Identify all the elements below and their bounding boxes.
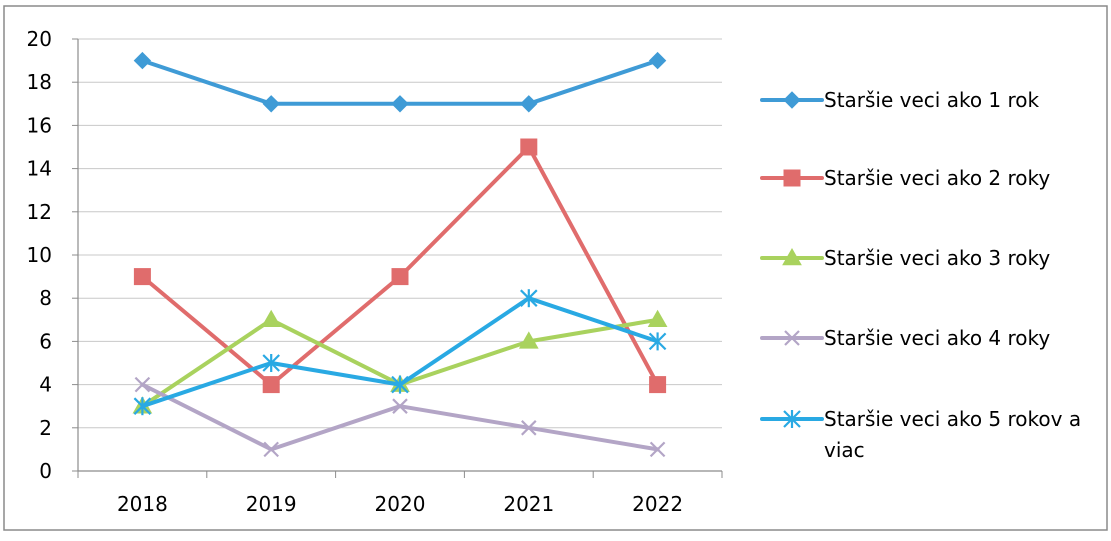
y-tick-label: 16: [27, 113, 52, 137]
marker-stroke: [263, 441, 279, 458]
x-tick-label: 2019: [246, 492, 297, 516]
data-point: [649, 441, 666, 458]
y-tick-label: 0: [39, 459, 52, 483]
marker-shape: [262, 376, 280, 394]
data-point: [391, 375, 409, 394]
x-tick-label: 2021: [503, 492, 554, 516]
legend-label-line: Staršie veci ako 2 roky: [824, 166, 1050, 190]
legend-marker: [782, 247, 802, 266]
data-point: [262, 95, 280, 113]
data-point: [648, 51, 667, 70]
legend-label-line: Staršie veci ako 4 roky: [824, 326, 1050, 350]
marker-stroke: [649, 441, 666, 458]
data-point: [391, 95, 409, 113]
legend-label-line: Staršie veci ako 3 roky: [824, 246, 1050, 270]
y-tick-label: 2: [39, 416, 52, 440]
data-point: [520, 289, 538, 308]
legend-label-line: Staršie veci ako 5 rokov a: [824, 407, 1081, 431]
data-point: [518, 331, 539, 349]
marker-shape: [518, 331, 539, 349]
marker-shape: [261, 309, 282, 328]
legend-item-1: Staršie veci ako 1 rok: [760, 88, 1040, 112]
data-point: [263, 441, 279, 458]
x-tick-label: 2022: [632, 492, 683, 516]
legend-label: Staršie veci ako 4 roky: [824, 326, 1050, 350]
data-point: [520, 138, 538, 156]
y-tick-label: 14: [27, 157, 52, 181]
legend-item-5: Staršie veci ako 5 rokov a viac: [760, 407, 1081, 462]
data-point: [649, 376, 667, 394]
marker-stroke: [392, 398, 408, 414]
marker-shape: [391, 95, 409, 113]
legend-label: Staršie veci ako 1 rok: [824, 88, 1040, 112]
marker-stroke: [134, 376, 151, 393]
data-point: [262, 376, 280, 394]
data-point: [133, 397, 152, 416]
legend-item-2: Staršie veci ako 2 roky: [760, 166, 1050, 190]
y-tick-label: 18: [27, 70, 52, 94]
series-group: [132, 51, 668, 458]
marker-stroke: [521, 420, 537, 436]
legend-item-4: Staršie veci ako 4 roky: [760, 326, 1050, 350]
data-point: [261, 309, 282, 328]
data-point: [647, 309, 668, 328]
marker-shape: [649, 376, 667, 394]
legend-label: Staršie veci ako 2 roky: [824, 166, 1050, 190]
marker-shape: [391, 268, 409, 286]
data-point: [521, 420, 537, 436]
data-point: [391, 268, 409, 286]
marker-shape: [782, 247, 802, 266]
series-1: [133, 51, 667, 113]
y-tick-label: 4: [39, 373, 52, 397]
data-point: [134, 376, 151, 393]
y-tick-label: 8: [39, 286, 52, 310]
y-tick-label: 20: [27, 27, 52, 51]
legend-label: Staršie veci ako 3 roky: [824, 246, 1050, 270]
marker-shape: [520, 95, 538, 113]
legend-item-3: Staršie veci ako 3 roky: [760, 246, 1050, 270]
legend-marker: [783, 169, 801, 187]
marker-shape: [133, 268, 151, 286]
x-tick-label: 2020: [375, 492, 426, 516]
legend-label: Staršie veci ako 5 rokov a viac: [824, 407, 1081, 462]
legend-label-line: Staršie veci ako 1 rok: [824, 88, 1040, 112]
gridlines: [78, 38, 722, 429]
data-point: [133, 51, 152, 70]
legend-marker: [783, 91, 801, 109]
data-point: [262, 354, 280, 372]
data-point: [520, 95, 538, 113]
data-point: [133, 268, 151, 286]
y-tick-label: 6: [39, 329, 52, 353]
marker-shape: [648, 51, 667, 70]
legend-marker: [784, 330, 800, 346]
legend-label-line: viac: [824, 438, 865, 462]
marker-shape: [520, 138, 538, 156]
marker-shape: [133, 51, 152, 70]
axes: 0 2 4 6 8 10 12 14 16 18 20 2018 2019 2020 2021 2022: [27, 27, 723, 516]
y-tick-label: 12: [27, 200, 52, 224]
series-4: [134, 376, 666, 458]
marker-shape: [262, 95, 280, 113]
marker-shape: [783, 91, 801, 109]
data-point: [392, 398, 408, 414]
marker-shape: [783, 169, 801, 187]
legend: Staršie veci ako 1 rok Staršie veci ako 2…: [760, 88, 1081, 462]
marker-shape: [647, 309, 668, 328]
y-tick-label: 10: [27, 243, 52, 267]
legend-marker: [783, 410, 801, 428]
data-point: [648, 332, 667, 351]
marker-stroke: [784, 330, 800, 346]
series-5: [133, 289, 667, 416]
x-tick-label: 2018: [117, 492, 168, 516]
